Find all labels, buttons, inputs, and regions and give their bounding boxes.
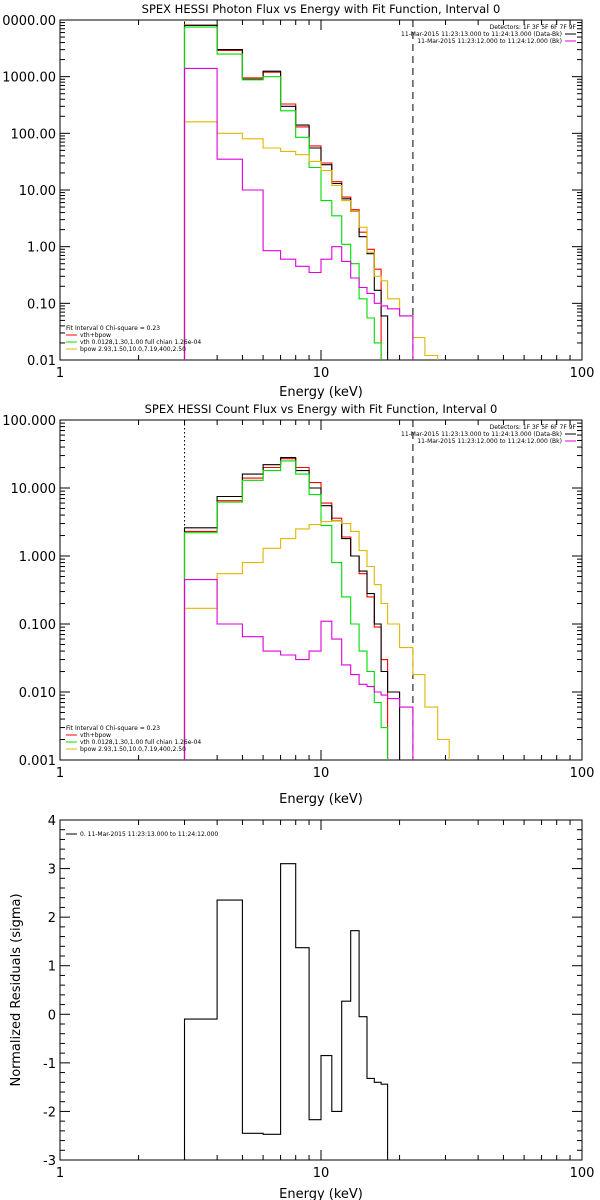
- legend-entry: vth 0.0128,1.30,1.00 full chian 1.26e-04: [80, 339, 201, 346]
- x-tick-label: 1: [56, 766, 64, 781]
- y-tick-label: 0000.00: [2, 14, 56, 29]
- y-tick-label: 1: [48, 960, 56, 975]
- detectors-label: Detectors: 1F 3F 5F 6F 7F 9F: [490, 424, 577, 431]
- y-tick-label: 100.000: [2, 414, 56, 429]
- y-tick-label: 1000.00: [2, 71, 56, 86]
- x-tick-label: 1: [56, 366, 64, 381]
- plot-area: [183, 457, 450, 760]
- series-data-bk: [183, 457, 401, 760]
- series-bk: [183, 67, 414, 360]
- y-tick-label: 1.000: [19, 550, 56, 565]
- y-tick-label: 0.01: [27, 354, 56, 369]
- y-tick-label: 100.00: [11, 127, 57, 142]
- legend-entry: vth+bpow: [80, 332, 111, 339]
- series-0-11-mar-2015-11-23-13-000-to-11-24-12-000: [183, 863, 389, 1160]
- y-tick-label: -2: [43, 1105, 56, 1120]
- time-interval-label: 11-Mar-2015 11:23:12.000 to 11:24:12.000…: [417, 38, 562, 45]
- y-tick-label: -3: [43, 1154, 56, 1169]
- x-tick-label: 100: [570, 366, 595, 381]
- legend-entry: bpow 2.93,1.50,10.0,7.19,400,2.50: [80, 746, 186, 753]
- chart-1: SPEX HESSI Photon Flux vs Energy with Fi…: [2, 2, 594, 400]
- axes-frame: [59, 419, 583, 761]
- legend-entry: vth+bpow: [80, 732, 111, 739]
- time-interval-label: 11-Mar-2015 11:23:13.000 to 11:24:13.000…: [401, 31, 562, 38]
- y-tick-label: 1.00: [27, 241, 56, 256]
- y-tick-label: 2: [48, 911, 56, 926]
- y-axis-label: Normalized Residuals (sigma): [9, 893, 24, 1086]
- plot-area: [183, 24, 439, 360]
- time-interval-label: 11-Mar-2015 11:23:13.000 to 11:24:13.000…: [401, 431, 562, 438]
- legend-title: Fit Interval 0 Chi-square = 0.23: [66, 325, 160, 332]
- legend-entry: 0. 11-Mar-2015 11:23:13.000 to 11:24:12.…: [80, 831, 218, 838]
- y-tick-label: 3: [48, 863, 56, 878]
- series-vth: [183, 26, 382, 360]
- x-axis-label: Energy (keV): [279, 385, 363, 400]
- y-tick-label: 0: [48, 1008, 56, 1023]
- time-interval-label: 11-Mar-2015 11:23:12.000 to 11:24:12.000…: [417, 438, 562, 445]
- y-tick-label: 0.001: [19, 754, 56, 769]
- legend-entry: bpow 2.93,1.50,10.0,7.19,400,2.50: [80, 346, 186, 353]
- x-axis-label: Energy (keV): [279, 1187, 363, 1200]
- detectors-label: Detectors: 1F 3F 5F 6F 7F 9F: [490, 24, 577, 31]
- x-axis-label: Energy (keV): [279, 792, 363, 807]
- series-vth-bpow: [183, 458, 389, 760]
- series-bpow: [183, 121, 439, 360]
- series-bk: [183, 579, 414, 760]
- chart-2: SPEX HESSI Count Flux vs Energy with Fit…: [2, 402, 594, 807]
- y-tick-label: 0.010: [19, 686, 56, 701]
- chart-3: 1 10 100 -3 -2 -1 0 1 2 3 4 Energy (keV) Normalized …: [9, 814, 594, 1200]
- x-tick-label: 1: [56, 1166, 64, 1181]
- x-tick-label: 10: [313, 1166, 330, 1181]
- y-tick-label: -1: [43, 1057, 56, 1072]
- y-tick-label: 10.00: [19, 184, 56, 199]
- x-tick-label: 100: [570, 1166, 595, 1181]
- series-vth-bpow: [183, 24, 382, 360]
- y-tick-label: 0.100: [19, 618, 56, 633]
- y-tick-label: 10.000: [11, 482, 57, 497]
- series-bpow: [183, 520, 450, 760]
- y-tick-label: 4: [48, 814, 56, 829]
- series-data-bk: [183, 24, 389, 360]
- chart-title: SPEX HESSI Photon Flux vs Energy with Fi…: [142, 2, 501, 16]
- chart-title: SPEX HESSI Count Flux vs Energy with Fit…: [145, 402, 498, 416]
- x-tick-label: 100: [570, 766, 595, 781]
- x-tick-label: 10: [313, 366, 330, 381]
- legend-entry: vth 0.0128,1.30,1.00 full chian 1.26e-04: [80, 739, 201, 746]
- legend-title: Fit Interval 0 Chi-square = 0.23: [66, 725, 160, 732]
- x-tick-label: 10: [313, 766, 330, 781]
- series-vth: [183, 460, 389, 760]
- plot-area: [183, 863, 389, 1160]
- y-tick-label: 0.10: [27, 297, 56, 312]
